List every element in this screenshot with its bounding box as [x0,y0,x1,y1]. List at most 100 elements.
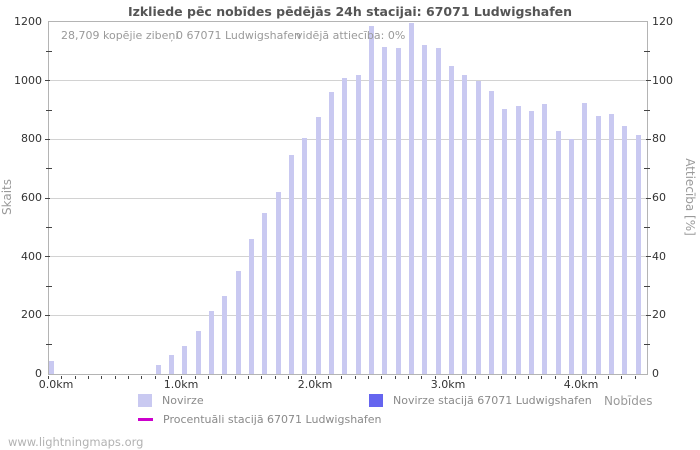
x-minor-tick [261,376,262,379]
y-tick-label-right: 100 [652,73,673,87]
y-minor-tick-right [644,51,650,52]
x-minor-tick [208,376,209,379]
histogram-bar [342,78,347,374]
x-tick-label: 4.0km [563,378,599,391]
y-minor-tick-right [644,344,650,345]
x-minor-tick [395,376,396,379]
x-minor-tick [181,376,182,379]
y-minor-tick-right [644,227,650,228]
gridline [49,80,647,81]
y-tick-label-left: 800 [21,132,42,146]
x-minor-tick [128,376,129,379]
x-tick-label: 1.0km [163,378,199,391]
y-minor-tick-left [46,227,52,228]
x-axis-labels: 0.0km 1.0km 2.0km 3.0km 4.0km [39,378,668,392]
x-axis-ticks [48,376,648,381]
legend-swatch-novirze [138,394,152,407]
histogram-bar [462,75,467,374]
annotation-station-strikes: 0 67071 Ludwigshafen [176,29,301,42]
y-tick-label-right: 40 [652,249,666,263]
y-minor-tick-left [46,110,52,111]
annotation-total-strikes: 28,709 kopējie zibeņi [61,29,179,42]
legend-line-percent [138,418,153,421]
x-minor-tick [75,376,76,379]
x-minor-tick [461,376,462,379]
y-axis-title-left: Skaits [0,179,14,215]
y-major-tick-left [45,315,50,316]
gridline [49,139,647,140]
x-minor-tick [515,376,516,379]
y-tick-label-right: 20 [652,308,666,322]
legend-label-station: Novirze stacijā 67071 Ludwigshafen [393,394,592,407]
legend-label-novirze: Novirze [162,394,204,407]
histogram-bar [329,92,334,374]
y-major-tick-left [45,198,50,199]
y-tick-label-left: 400 [21,249,42,263]
x-minor-tick [355,376,356,379]
histogram-bar [449,66,454,374]
histogram-bar [276,192,281,374]
y-tick-label-right: 120 [652,15,673,28]
y-major-tick-left [45,139,50,140]
histogram-bar [289,155,294,374]
histogram-bar [542,104,547,374]
x-minor-tick [168,376,169,379]
x-minor-tick [381,376,382,379]
histogram-bar [369,26,374,374]
legend-item-novirze: Novirze [138,394,204,407]
x-minor-tick [235,376,236,379]
gridline [49,315,647,316]
gridline [49,198,647,199]
x-minor-tick [568,376,569,379]
y-major-tick-right [646,198,651,199]
histogram-bar [382,47,387,374]
x-minor-tick [275,376,276,379]
y-major-tick-right [646,315,651,316]
y-tick-label-left: 200 [21,308,42,322]
y-tick-label-left: 1000 [14,73,42,87]
annotation-average-ratio: vidējā attiecība: 0% [296,29,406,42]
x-minor-tick [435,376,436,379]
x-minor-tick [421,376,422,379]
x-minor-tick [621,376,622,379]
histogram-bar [502,109,507,374]
histogram-bar [529,111,534,374]
x-minor-tick [288,376,289,379]
x-tick-label: 0.0km [38,378,74,391]
y-axis-labels-right: 0 20 40 60 80 100 120 [652,15,692,380]
x-minor-tick [101,376,102,379]
y-minor-tick-left [46,51,52,52]
histogram-bar [409,23,414,374]
histogram-bar [169,355,174,374]
x-tick-label: 2.0km [297,378,333,391]
histogram-bar [156,365,161,374]
y-minor-tick-left [46,286,52,287]
x-minor-tick [155,376,156,379]
y-tick-label-left: 600 [21,191,42,204]
y-minor-tick-right [644,110,650,111]
histogram-bar [316,117,321,374]
x-minor-tick [528,376,529,379]
histogram-bar [262,213,267,374]
histogram-bar [422,45,427,374]
x-minor-tick [488,376,489,379]
x-minor-tick [595,376,596,379]
x-minor-tick [195,376,196,379]
x-minor-tick [475,376,476,379]
histogram-bar [622,126,627,374]
x-minor-tick [581,376,582,379]
x-minor-tick [301,376,302,379]
legend-item-percent: Procentuāli stacijā 67071 Ludwigshafen [138,413,382,426]
histogram-bar [556,131,561,374]
histogram-bar [489,91,494,374]
x-minor-tick [541,376,542,379]
x-tick-label: 3.0km [430,378,466,391]
y-axis-labels-left: 0 200 400 600 800 1000 1200 [0,15,44,380]
x-minor-tick [408,376,409,379]
histogram-bar [222,296,227,374]
legend-swatch-station [369,394,383,407]
y-minor-tick-right [644,168,650,169]
x-minor-tick [341,376,342,379]
x-minor-tick [115,376,116,379]
x-minor-tick [608,376,609,379]
